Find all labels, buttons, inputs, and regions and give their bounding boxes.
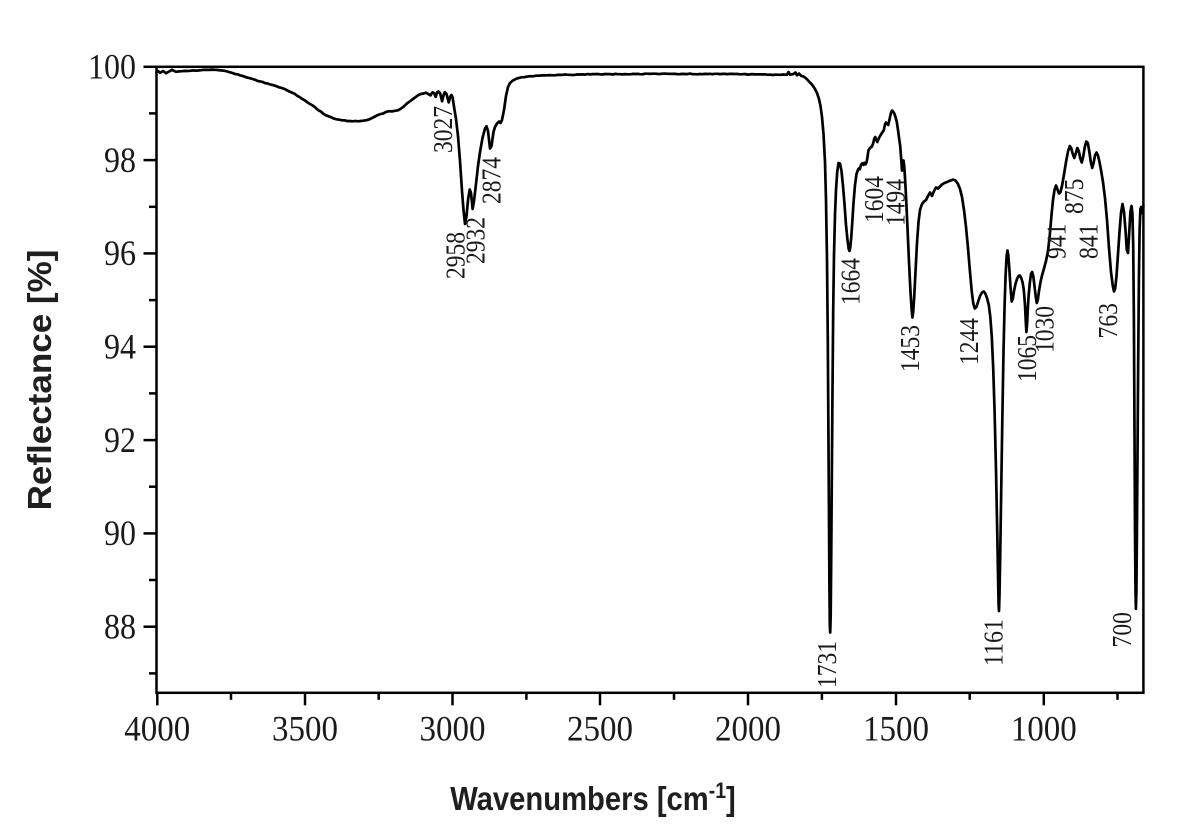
- svg-text:700: 700: [1107, 612, 1137, 648]
- svg-text:Wavenumbers [cm-1]: Wavenumbers [cm-1]: [450, 779, 736, 817]
- svg-text:1244: 1244: [954, 318, 984, 365]
- svg-text:1494: 1494: [881, 179, 911, 226]
- svg-text:1065: 1065: [1012, 335, 1042, 382]
- svg-text:92: 92: [104, 420, 136, 460]
- svg-text:763: 763: [1093, 303, 1123, 339]
- svg-text:1030: 1030: [1030, 306, 1060, 353]
- svg-text:2932: 2932: [461, 217, 491, 264]
- svg-text:2874: 2874: [477, 157, 507, 204]
- svg-text:2500: 2500: [567, 709, 633, 749]
- svg-text:2000: 2000: [715, 709, 781, 749]
- svg-text:1500: 1500: [863, 709, 929, 749]
- svg-text:3027: 3027: [428, 106, 458, 153]
- svg-text:1000: 1000: [1011, 709, 1077, 749]
- svg-text:1453: 1453: [895, 325, 925, 372]
- svg-text:Reflectance [%]: Reflectance [%]: [22, 250, 59, 511]
- svg-text:4000: 4000: [124, 709, 190, 749]
- svg-text:1664: 1664: [836, 258, 866, 305]
- svg-text:1731: 1731: [812, 641, 842, 688]
- svg-text:1161: 1161: [979, 619, 1009, 666]
- svg-text:3500: 3500: [272, 709, 338, 749]
- svg-text:841: 841: [1074, 224, 1104, 260]
- svg-text:2958: 2958: [441, 232, 471, 279]
- svg-text:1604: 1604: [859, 176, 889, 223]
- svg-text:941: 941: [1042, 224, 1072, 260]
- svg-text:88: 88: [104, 607, 136, 647]
- svg-text:90: 90: [104, 513, 136, 553]
- svg-text:98: 98: [104, 140, 136, 180]
- svg-text:3000: 3000: [420, 709, 486, 749]
- svg-text:94: 94: [104, 327, 136, 367]
- svg-text:875: 875: [1059, 179, 1089, 215]
- svg-text:100: 100: [88, 47, 136, 87]
- svg-text:96: 96: [104, 233, 136, 273]
